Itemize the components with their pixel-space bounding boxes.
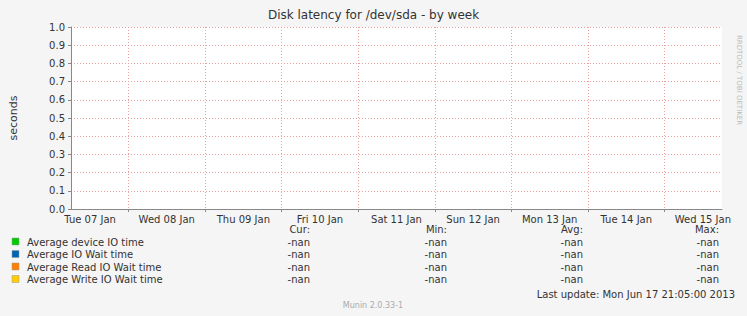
svg-text:Disk latency for /dev/sda - by: Disk latency for /dev/sda - by week bbox=[268, 8, 479, 22]
svg-text:-nan: -nan bbox=[561, 237, 583, 248]
svg-text:Fri 10 Jan: Fri 10 Jan bbox=[297, 214, 343, 225]
svg-text:-nan: -nan bbox=[697, 237, 719, 248]
svg-text:-nan: -nan bbox=[288, 262, 310, 273]
svg-text:Sun 12 Jan: Sun 12 Jan bbox=[446, 214, 500, 225]
svg-text:Max:: Max: bbox=[695, 224, 719, 235]
svg-text:0.0: 0.0 bbox=[49, 204, 65, 215]
svg-text:-nan: -nan bbox=[561, 249, 583, 260]
svg-text:Tue 14 Jan: Tue 14 Jan bbox=[599, 214, 652, 225]
svg-text:-nan: -nan bbox=[561, 274, 583, 285]
svg-text:Wed 08 Jan: Wed 08 Jan bbox=[139, 214, 195, 225]
svg-text:0.8: 0.8 bbox=[49, 58, 65, 69]
svg-text:-nan: -nan bbox=[288, 237, 310, 248]
svg-text:-nan: -nan bbox=[288, 249, 310, 260]
svg-text:0.7: 0.7 bbox=[49, 76, 65, 87]
svg-text:-nan: -nan bbox=[425, 274, 447, 285]
svg-text:0.9: 0.9 bbox=[49, 40, 65, 51]
svg-text:Avg:: Avg: bbox=[561, 224, 583, 235]
svg-text:-nan: -nan bbox=[288, 274, 310, 285]
svg-text:Average Write IO Wait time: Average Write IO Wait time bbox=[27, 274, 163, 285]
svg-text:Thu 09 Jan: Thu 09 Jan bbox=[216, 214, 270, 225]
svg-text:Munin 2.0.33-1: Munin 2.0.33-1 bbox=[343, 301, 403, 310]
svg-text:0.6: 0.6 bbox=[49, 94, 65, 105]
svg-text:Last update: Mon Jun 17 21:05:: Last update: Mon Jun 17 21:05:00 2013 bbox=[537, 289, 735, 300]
svg-text:Cur:: Cur: bbox=[289, 224, 310, 235]
svg-text:-nan: -nan bbox=[697, 274, 719, 285]
svg-text:-nan: -nan bbox=[697, 249, 719, 260]
svg-text:Average device IO time: Average device IO time bbox=[27, 237, 144, 248]
svg-text:Tue 07 Jan: Tue 07 Jan bbox=[63, 214, 116, 225]
svg-text:-nan: -nan bbox=[697, 262, 719, 273]
svg-text:-nan: -nan bbox=[561, 262, 583, 273]
svg-text:RRDTOOL / TOBI OETIKER: RRDTOOL / TOBI OETIKER bbox=[735, 35, 743, 125]
svg-text:0.3: 0.3 bbox=[49, 149, 65, 160]
svg-text:Min:: Min: bbox=[426, 224, 447, 235]
svg-text:seconds: seconds bbox=[7, 95, 20, 140]
svg-text:Average Read IO Wait time: Average Read IO Wait time bbox=[27, 262, 161, 273]
svg-text:1.0: 1.0 bbox=[49, 22, 65, 33]
svg-text:-nan: -nan bbox=[425, 262, 447, 273]
svg-text:0.2: 0.2 bbox=[49, 167, 65, 178]
svg-text:0.4: 0.4 bbox=[49, 131, 65, 142]
svg-text:-nan: -nan bbox=[425, 249, 447, 260]
svg-text:Average IO Wait time: Average IO Wait time bbox=[27, 249, 133, 260]
svg-text:-nan: -nan bbox=[425, 237, 447, 248]
svg-text:Wed 15 Jan: Wed 15 Jan bbox=[675, 214, 731, 225]
svg-text:0.1: 0.1 bbox=[49, 185, 65, 196]
svg-text:0.5: 0.5 bbox=[49, 113, 65, 124]
svg-text:Sat 11 Jan: Sat 11 Jan bbox=[371, 214, 422, 225]
svg-text:Mon 13 Jan: Mon 13 Jan bbox=[522, 214, 578, 225]
